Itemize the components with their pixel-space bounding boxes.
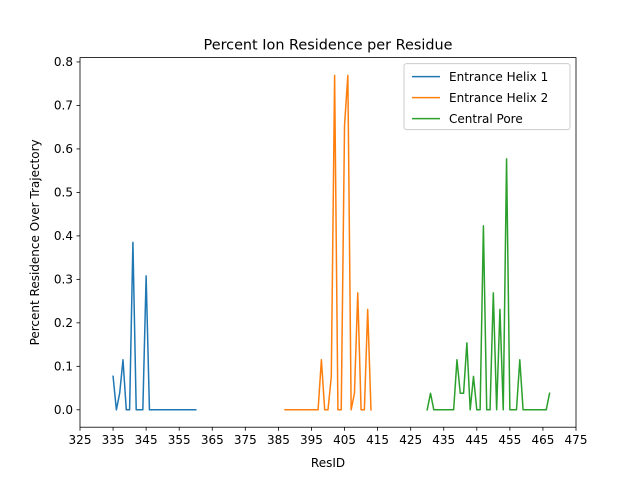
x-tick-label: 465 (531, 433, 554, 447)
series-line-3 (426, 158, 551, 411)
series-line-2 (284, 74, 372, 411)
x-tick-label: 345 (135, 433, 158, 447)
legend-label-1: Entrance Helix 1 (449, 70, 548, 84)
y-tick-label: 0.5 (54, 186, 73, 200)
legend-label-2: Entrance Helix 2 (449, 91, 548, 105)
y-tick-label: 0.2 (54, 316, 73, 330)
y-tick-label: 0.6 (54, 142, 73, 156)
legend-label-3: Central Pore (449, 112, 523, 126)
y-tick-label: 0.0 (54, 403, 73, 417)
x-axis-label: ResID (311, 456, 345, 470)
y-tick-label: 0.4 (54, 229, 73, 243)
x-tick-label: 395 (300, 433, 323, 447)
y-tick-label: 0.7 (54, 99, 73, 113)
x-tick-label: 325 (69, 433, 92, 447)
legend-box (403, 63, 571, 131)
y-tick-label: 0.1 (54, 360, 73, 374)
legend: Entrance Helix 1 Entrance Helix 2 Central … (403, 63, 571, 131)
x-tick-label: 435 (432, 433, 455, 447)
ticks-layer: 325 335 345 355 365 375 385 395 405 415 425 435 445 4… (54, 55, 588, 447)
y-tick-label: 0.8 (54, 55, 73, 69)
x-tick-label: 355 (168, 433, 191, 447)
y-axis-label: Percent Residence Over Trajectory (28, 139, 42, 345)
x-tick-label: 455 (498, 433, 521, 447)
x-tick-label: 475 (565, 433, 588, 447)
y-tick-label: 0.3 (54, 273, 73, 287)
x-tick-label: 415 (366, 433, 389, 447)
series-line-1 (112, 241, 197, 411)
x-tick-label: 445 (465, 433, 488, 447)
chart-title: Percent Ion Residence per Residue (204, 38, 453, 54)
x-tick-label: 405 (333, 433, 356, 447)
series-layer (112, 74, 551, 411)
x-tick-label: 425 (399, 433, 422, 447)
x-tick-label: 335 (102, 433, 125, 447)
plot-frame (79, 57, 577, 428)
x-tick-label: 365 (201, 433, 224, 447)
x-tick-label: 375 (234, 433, 257, 447)
x-tick-label: 385 (267, 433, 290, 447)
